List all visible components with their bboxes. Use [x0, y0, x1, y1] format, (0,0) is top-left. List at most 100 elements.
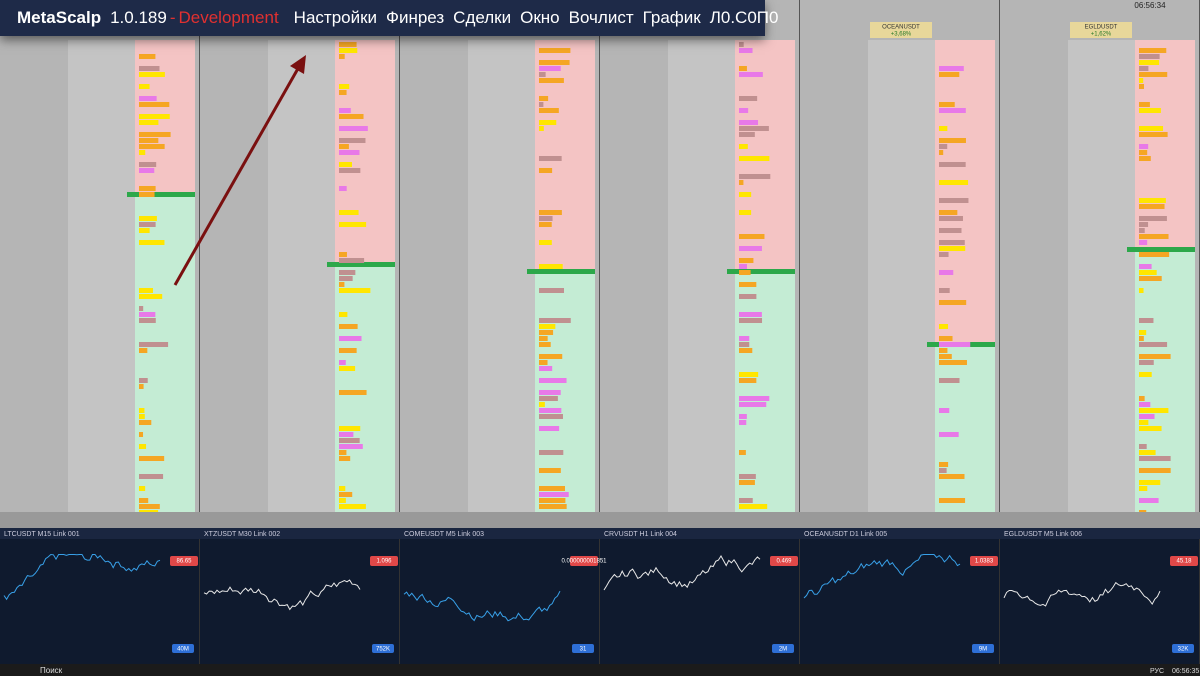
- menu-item[interactable]: Финрез: [386, 8, 445, 27]
- volume-bar: [339, 492, 353, 497]
- volume-bar: [139, 72, 165, 77]
- volume-bar: [339, 258, 365, 263]
- chart-header: [800, 528, 1000, 539]
- volume-bar: [539, 108, 559, 113]
- volume-bar: [1139, 288, 1144, 293]
- lang: РУС: [1150, 668, 1164, 675]
- volume-bar: [539, 408, 562, 413]
- ticker-change: +3,68%: [891, 32, 912, 38]
- volume-bar: [139, 318, 156, 323]
- volume-bar: [1139, 156, 1151, 161]
- price-label: 0.469: [776, 559, 792, 565]
- volume-bar: [739, 318, 763, 323]
- volume-bar: [339, 438, 360, 443]
- volume-bar: [739, 372, 759, 377]
- ask-ladder: [935, 40, 995, 345]
- menu-item[interactable]: Л0.С0П0: [709, 8, 779, 27]
- volume-bar: [939, 240, 965, 245]
- volume-bar: [939, 324, 949, 329]
- volume-bar: [339, 42, 357, 47]
- volume-bar: [339, 162, 352, 167]
- volume-bar: [739, 180, 744, 185]
- volume-bar: [539, 504, 567, 509]
- volume-bar: [139, 138, 159, 143]
- volume-bar: [539, 366, 553, 371]
- volume-bar: [539, 468, 561, 473]
- menu-item[interactable]: График: [642, 8, 701, 27]
- menu-item[interactable]: Вочлист: [568, 8, 634, 27]
- volume-bar: [739, 498, 753, 503]
- volume-bar: [139, 444, 147, 449]
- volume-bar: [1139, 336, 1144, 341]
- volume-bar: [339, 48, 358, 53]
- volume-bar: [739, 156, 770, 161]
- volume-bar: [939, 210, 958, 215]
- volume-bar: [339, 270, 356, 275]
- volume-bar: [939, 108, 966, 113]
- volume-bar: [339, 276, 353, 281]
- volume-bar: [139, 144, 165, 149]
- search[interactable]: Поиск: [40, 666, 63, 675]
- sidebar: [668, 40, 736, 528]
- volume-bar: [139, 66, 160, 71]
- volume-bar: [739, 126, 769, 131]
- volume-bar: [739, 420, 747, 425]
- ticker-box: [1070, 22, 1132, 38]
- price-label: 0.000000001851: [561, 559, 607, 565]
- chart-label: OCEANUSDT D1 Link 005: [804, 531, 887, 538]
- volume-bar: [339, 186, 347, 191]
- volume-bar: [139, 186, 156, 191]
- volume-bar: [1139, 216, 1167, 221]
- volume-bar: [939, 144, 948, 149]
- volume-bar: [739, 144, 748, 149]
- volume-bar: [1139, 426, 1162, 431]
- separator: -: [169, 8, 176, 27]
- chart-header: [0, 528, 200, 539]
- volume-bar: [139, 420, 152, 425]
- volume-bar: [339, 324, 358, 329]
- volume-bar: [939, 66, 964, 71]
- app-name: MetaScalp: [17, 8, 102, 27]
- volume-bar: [139, 192, 155, 197]
- volume-bar: [539, 324, 556, 329]
- volume-bar: [1139, 480, 1161, 485]
- volume-bar: [339, 282, 345, 287]
- volume-bar: [539, 288, 565, 293]
- volume-bar: [139, 114, 170, 119]
- volume-bar: [739, 342, 750, 347]
- menu-item[interactable]: Сделки: [453, 8, 512, 27]
- volume-bar: [1139, 318, 1154, 323]
- volume-bar: [939, 138, 966, 143]
- chart-label: COMEUSDT M5 Link 003: [404, 531, 484, 538]
- volume-bar: [139, 312, 156, 317]
- bid-ladder: [135, 195, 195, 528]
- panel-footer: [800, 512, 1000, 528]
- volume-bar: [339, 252, 347, 257]
- volume-bar: [539, 264, 563, 269]
- volume-badge: [1172, 644, 1194, 653]
- volume-bar: [539, 240, 552, 245]
- volume-bar: [1139, 234, 1169, 239]
- volume-bar: [339, 150, 360, 155]
- panel-footer: [200, 512, 400, 528]
- volume-bar: [539, 450, 564, 455]
- volume-bar: [539, 222, 552, 227]
- volume-bar: [739, 450, 746, 455]
- volume-bar: [1139, 354, 1171, 359]
- menu-item[interactable]: Настройки: [293, 8, 378, 27]
- volume-bar: [139, 456, 165, 461]
- volume-bar: [339, 138, 366, 143]
- menu-item[interactable]: Окно: [520, 8, 560, 27]
- volume-bar: [939, 198, 969, 203]
- volume-bar: [539, 342, 551, 347]
- volume-bar: [339, 126, 368, 131]
- volume-bar: [739, 402, 767, 407]
- chart-label: EGLDUSDT M5 Link 006: [1004, 531, 1082, 538]
- volume-bar: [139, 498, 149, 503]
- chart-label: LTCUSDT M15 Link 001: [4, 531, 80, 538]
- volume-bar: [939, 408, 950, 413]
- volume-bar: [139, 486, 146, 491]
- volume-bar: [939, 354, 952, 359]
- volume-label: 9M: [979, 647, 987, 653]
- volume-bar: [1139, 150, 1148, 155]
